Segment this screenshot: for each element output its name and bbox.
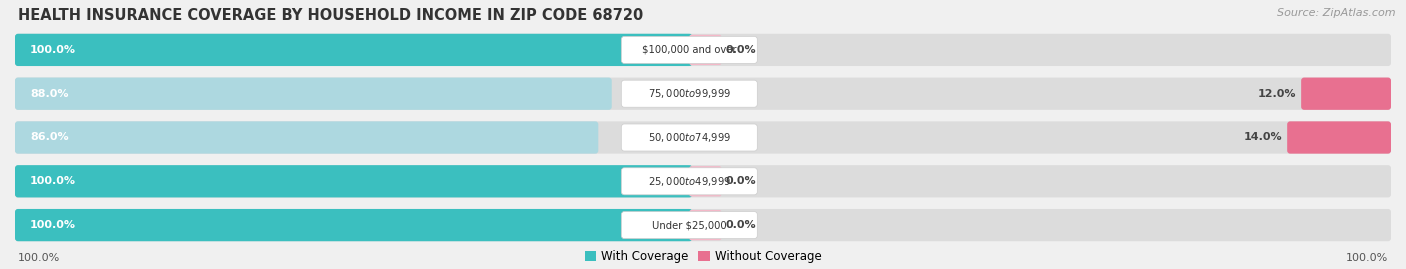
Text: 88.0%: 88.0% (30, 89, 69, 99)
Legend: With Coverage, Without Coverage: With Coverage, Without Coverage (585, 250, 821, 263)
FancyBboxPatch shape (15, 77, 612, 110)
FancyBboxPatch shape (15, 77, 1391, 110)
FancyBboxPatch shape (15, 209, 692, 241)
Text: 100.0%: 100.0% (18, 253, 60, 263)
FancyBboxPatch shape (621, 36, 758, 63)
Text: 100.0%: 100.0% (30, 45, 76, 55)
FancyBboxPatch shape (621, 168, 758, 195)
FancyBboxPatch shape (15, 121, 599, 154)
FancyBboxPatch shape (621, 80, 758, 107)
FancyBboxPatch shape (15, 165, 1391, 197)
Text: Source: ZipAtlas.com: Source: ZipAtlas.com (1278, 8, 1396, 18)
FancyBboxPatch shape (621, 124, 758, 151)
Text: 86.0%: 86.0% (30, 133, 69, 143)
FancyBboxPatch shape (1301, 77, 1391, 110)
Text: 0.0%: 0.0% (725, 220, 756, 230)
FancyBboxPatch shape (621, 212, 758, 239)
Text: 100.0%: 100.0% (1346, 253, 1388, 263)
Text: HEALTH INSURANCE COVERAGE BY HOUSEHOLD INCOME IN ZIP CODE 68720: HEALTH INSURANCE COVERAGE BY HOUSEHOLD I… (18, 8, 644, 23)
Text: $75,000 to $99,999: $75,000 to $99,999 (648, 87, 731, 100)
FancyBboxPatch shape (15, 34, 1391, 66)
Text: 100.0%: 100.0% (30, 176, 76, 186)
FancyBboxPatch shape (15, 165, 692, 197)
FancyBboxPatch shape (15, 209, 1391, 241)
FancyBboxPatch shape (15, 34, 692, 66)
FancyBboxPatch shape (15, 121, 1391, 154)
Text: 12.0%: 12.0% (1257, 89, 1296, 99)
Text: 0.0%: 0.0% (725, 45, 756, 55)
Text: $25,000 to $49,999: $25,000 to $49,999 (648, 175, 731, 188)
Text: 100.0%: 100.0% (30, 220, 76, 230)
Text: $50,000 to $74,999: $50,000 to $74,999 (648, 131, 731, 144)
FancyBboxPatch shape (689, 166, 721, 196)
Text: 14.0%: 14.0% (1243, 133, 1282, 143)
FancyBboxPatch shape (689, 210, 721, 240)
Text: $100,000 and over: $100,000 and over (643, 45, 737, 55)
Text: 0.0%: 0.0% (725, 176, 756, 186)
FancyBboxPatch shape (1286, 121, 1391, 154)
Text: Under $25,000: Under $25,000 (652, 220, 727, 230)
FancyBboxPatch shape (689, 35, 721, 65)
